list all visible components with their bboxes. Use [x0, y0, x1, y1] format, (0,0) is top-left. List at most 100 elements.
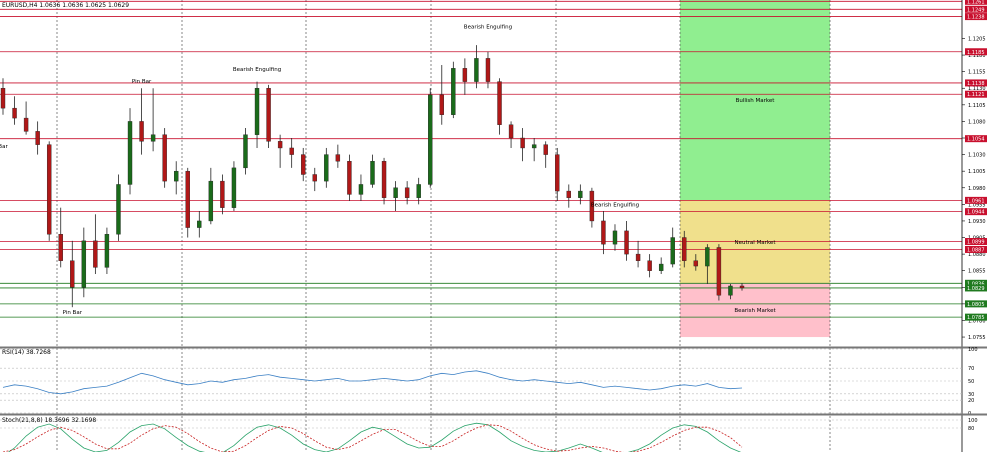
price-tick-label-3: 1.1130 [968, 86, 986, 92]
zone-label-2: Bearish Market [734, 308, 776, 314]
vertical-grid-layer [56, 0, 831, 452]
candle-body-31 [358, 184, 364, 195]
candle-body-60 [693, 260, 699, 267]
rsi-label: RSI(14) 38.7268 [2, 349, 51, 356]
symbol-info: EURUSD,H4 1.0636 1.0636 1.0625 1.0629 [2, 2, 129, 9]
candle-body-7 [81, 240, 87, 288]
candle-body-21 [243, 134, 248, 169]
level-badge-1 [965, 5, 987, 13]
price-tick-label-5: 1.1080 [968, 119, 986, 125]
level-badge-11 [965, 279, 987, 287]
candle-body-29 [335, 154, 341, 162]
zone-labels-layer: Bullish Market Neutral Market Bearish Mark… [734, 98, 776, 314]
price-tick-label-13: 1.0880 [968, 252, 986, 258]
annotation-3: Bearish Engulfing [464, 25, 512, 31]
stoch-tick-label-0: 100 [968, 418, 978, 424]
annotation-2: Bearish Engulfing [233, 67, 281, 73]
candle-body-63 [728, 285, 733, 296]
rsi-tick-label-0: 100 [968, 347, 978, 353]
candle-body-8 [93, 240, 98, 268]
candle-body-44 [508, 124, 514, 139]
candle-body-34 [393, 187, 398, 198]
level-badge-7 [965, 196, 987, 204]
candle-body-33 [381, 161, 387, 198]
candle-body-24 [277, 141, 283, 149]
level-badge-12 [965, 284, 987, 292]
candle-body-22 [254, 88, 260, 135]
price-tick-label-4: 1.1105 [968, 103, 986, 109]
candle-body-35 [404, 187, 410, 198]
level-badge-label-8: 1.0944 [967, 210, 985, 216]
candle-body-2 [23, 117, 29, 132]
candle-body-14 [162, 134, 167, 182]
candle-body-5 [58, 234, 63, 261]
candle-body-32 [370, 161, 375, 185]
candle-body-25 [289, 147, 294, 155]
zone-2 [680, 283, 830, 338]
candle-body-55 [635, 253, 641, 261]
level-badge-3 [965, 48, 987, 56]
level-badge-label-3: 1.1185 [967, 50, 985, 56]
candle-body-64 [739, 285, 745, 289]
candle-body-58 [670, 237, 675, 265]
candle-body-49 [566, 190, 571, 198]
stoch-signal-line [2, 424, 743, 454]
candle-body-26 [301, 154, 306, 175]
candle-body-62 [716, 247, 722, 296]
candle-body-38 [439, 94, 444, 115]
price-tick-label-10: 1.0955 [968, 202, 986, 208]
candle-body-19 [220, 180, 225, 208]
candle-body-45 [520, 137, 525, 149]
candle-body-27 [312, 174, 317, 182]
candle-body-53 [612, 230, 618, 245]
candle-body-4 [46, 144, 52, 235]
level-badge-4 [965, 79, 987, 87]
candle-body-13 [150, 134, 156, 142]
candle-body-40 [462, 68, 468, 82]
candle-body-36 [416, 184, 421, 198]
candle-body-10 [116, 184, 121, 235]
level-badge-13 [965, 300, 987, 308]
candle-body-51 [589, 190, 595, 222]
level-badge-label-9: 1.0899 [967, 240, 985, 246]
candle-body-9 [104, 234, 110, 268]
rsi-tick-label-3: 30 [968, 392, 974, 398]
candle-body-37 [428, 94, 433, 185]
zone-label-0: Bullish Market [736, 98, 776, 104]
candle-body-59 [682, 237, 687, 261]
level-badge-2 [965, 13, 987, 21]
candle-body-3 [35, 131, 40, 145]
candle-body-30 [347, 161, 352, 195]
annotations-layer: Bar Pin Bar Bearish Engulfing Bearish Engul… [0, 25, 639, 316]
zone-0 [680, 0, 830, 201]
level-badge-5 [965, 90, 987, 98]
level-badge-label-13: 1.0805 [967, 302, 985, 308]
level-badge-label-10: 1.0887 [967, 247, 985, 253]
level-badge-label-6: 1.1054 [967, 137, 985, 143]
level-badge-label-5: 1.1121 [967, 92, 985, 98]
price-tick-label-17: 1.0780 [968, 318, 986, 324]
rsi-tick-label-4: 20 [968, 398, 974, 404]
rsi-panel: 100705030200 [0, 347, 987, 417]
candle-body-42 [485, 58, 491, 82]
price-tick-label-18: 1.0755 [968, 335, 986, 341]
stoch-tick-label-1: 80 [968, 426, 974, 432]
price-tick-label-2: 1.1155 [968, 70, 986, 76]
candle-body-17 [197, 220, 202, 228]
level-badge-label-0: 1.1261 [967, 0, 985, 5]
candle-body-15 [174, 170, 179, 182]
candle-body-0 [0, 88, 6, 109]
rsi-tick-label-1: 70 [968, 366, 974, 372]
candle-body-20 [231, 167, 237, 208]
candle-body-48 [555, 154, 560, 192]
level-badge-10 [965, 245, 987, 253]
level-badge-8 [965, 208, 987, 216]
zone-layer [680, 0, 830, 338]
price-tick-label-14: 1.0855 [968, 269, 986, 275]
level-badge-label-2: 1.1238 [967, 15, 985, 21]
candle-body-54 [624, 230, 629, 255]
price-tick-label-0: 1.1205 [968, 36, 986, 42]
